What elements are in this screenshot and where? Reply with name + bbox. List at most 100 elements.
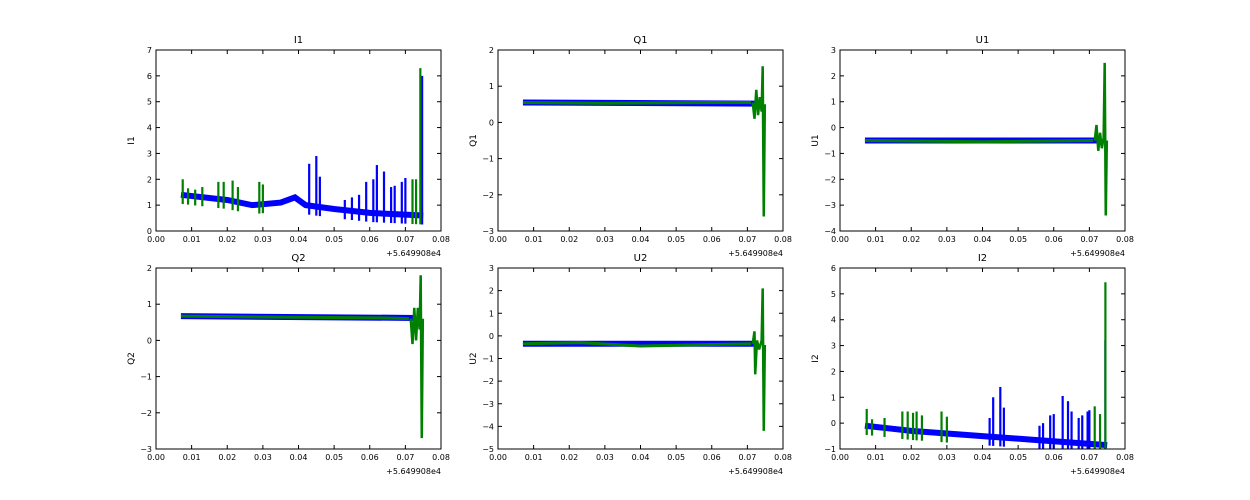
x-tick-label: 0.02 <box>218 235 236 244</box>
x-tick-label: 0.00 <box>489 235 507 244</box>
x-tick-label: 0.06 <box>361 453 379 462</box>
y-tick-label: 1 <box>489 82 494 91</box>
y-tick-label: 0 <box>147 336 152 345</box>
series-band <box>522 341 751 348</box>
plot-area <box>864 282 1108 449</box>
y-tick-label: 7 <box>147 46 152 55</box>
y-tick-label: 0 <box>831 124 836 133</box>
y-tick-label: −3 <box>824 201 836 210</box>
y-tick-label: 0 <box>831 419 836 428</box>
x-tick-label: 0.07 <box>396 453 414 462</box>
x-tick-label: 0.05 <box>325 453 343 462</box>
y-axis-label: Q1 <box>469 134 479 147</box>
y-tick-label: 2 <box>147 264 152 273</box>
y-tick-label: −1 <box>482 355 494 364</box>
y-tick-label: 0 <box>489 332 494 341</box>
y-tick-label: −2 <box>140 409 152 418</box>
y-tick-label: 5 <box>831 290 836 299</box>
x-tick-label: 0.01 <box>525 235 543 244</box>
subplot-title: U1 <box>976 35 990 46</box>
x-tick-label: 0.00 <box>147 453 165 462</box>
x-tick-label: 0.05 <box>1009 453 1027 462</box>
subplot-title: I2 <box>978 253 987 264</box>
x-tick-label: 0.08 <box>432 453 450 462</box>
series-green <box>180 275 425 439</box>
series-blue <box>180 75 424 225</box>
x-tick-label: 0.02 <box>902 235 920 244</box>
subplot-title: Q2 <box>291 253 305 264</box>
x-tick-label: 0.06 <box>703 235 721 244</box>
x-tick-label: 0.05 <box>1009 235 1027 244</box>
y-tick-label: 1 <box>489 309 494 318</box>
x-tick-label: 0.08 <box>774 453 792 462</box>
x-tick-label: 0.07 <box>738 235 756 244</box>
axes-frame <box>155 49 442 232</box>
x-tick-label: 0.04 <box>632 235 650 244</box>
x-tick-label: 0.04 <box>974 453 992 462</box>
x-offset-label: +5.649908e4 <box>728 249 783 258</box>
subplot-q2: 0.00 0.01 0.02 0.03 0.04 0.05 0.06 0.07 0.08 −3 −2… <box>127 253 450 476</box>
axes-frame <box>155 267 442 450</box>
x-tick-label: 0.07 <box>738 453 756 462</box>
series-green <box>181 68 422 225</box>
series-band <box>864 139 1093 144</box>
series-green <box>522 288 767 431</box>
x-tick-label: 0.00 <box>831 453 849 462</box>
x-tick-label: 0.02 <box>902 453 920 462</box>
subplot-i2: 0.00 0.01 0.02 0.03 0.04 0.05 0.06 0.07 0.08 −1 0 1… <box>811 253 1134 476</box>
y-tick-label: −4 <box>824 227 836 236</box>
x-offset-label: +5.649908e4 <box>1070 467 1125 476</box>
y-axis-label: U2 <box>469 352 479 364</box>
x-tick-label: 0.02 <box>218 453 236 462</box>
y-tick-label: −1 <box>140 373 152 382</box>
y-tick-label: −3 <box>140 445 152 454</box>
x-tick-label: 0.08 <box>1116 235 1134 244</box>
series-green <box>522 66 767 217</box>
series-blue <box>864 340 1108 449</box>
x-tick-label: 0.07 <box>1080 235 1098 244</box>
oscillation-line <box>1093 62 1109 216</box>
y-tick-label: −3 <box>482 400 494 409</box>
x-tick-label: 0.06 <box>1045 453 1063 462</box>
y-tick-label: 6 <box>147 72 152 81</box>
x-tick-label: 0.03 <box>938 235 956 244</box>
oscillation-line <box>751 66 767 217</box>
x-tick-label: 0.03 <box>254 235 272 244</box>
x-tick-label: 0.07 <box>396 235 414 244</box>
y-axis-label: I2 <box>811 354 821 362</box>
x-offset-label: +5.649908e4 <box>728 467 783 476</box>
y-tick-label: 1 <box>147 201 152 210</box>
y-tick-label: −2 <box>482 377 494 386</box>
y-tick-label: −1 <box>482 155 494 164</box>
y-tick-label: −4 <box>482 422 494 431</box>
x-tick-label: 0.06 <box>703 453 721 462</box>
axes-frame <box>497 49 784 232</box>
y-tick-label: 0 <box>147 227 152 236</box>
x-tick-label: 0.01 <box>183 453 201 462</box>
y-tick-label: 0 <box>489 118 494 127</box>
y-tick-label: −1 <box>824 445 836 454</box>
x-offset-label: +5.649908e4 <box>386 249 441 258</box>
x-tick-label: 0.03 <box>596 235 614 244</box>
x-tick-label: 0.04 <box>632 453 650 462</box>
y-tick-label: 3 <box>831 46 836 55</box>
subplot-title: I1 <box>294 35 303 46</box>
plot-area <box>180 68 424 225</box>
y-tick-label: 2 <box>489 287 494 296</box>
y-axis-label: Q2 <box>127 352 137 365</box>
oscillation-line <box>409 275 425 439</box>
subplot-title: U2 <box>634 253 648 264</box>
x-tick-label: 0.01 <box>867 453 885 462</box>
y-tick-label: 2 <box>147 175 152 184</box>
x-tick-label: 0.04 <box>290 235 308 244</box>
x-tick-label: 0.04 <box>974 235 992 244</box>
x-tick-label: 0.06 <box>1045 235 1063 244</box>
y-tick-label: 4 <box>147 124 152 133</box>
x-tick-label: 0.05 <box>667 453 685 462</box>
y-tick-label: 2 <box>831 72 836 81</box>
y-tick-label: 1 <box>147 300 152 309</box>
x-tick-label: 0.03 <box>596 453 614 462</box>
subplot-q1: 0.00 0.01 0.02 0.03 0.04 0.05 0.06 0.07 0.08 −3 −2… <box>469 35 792 258</box>
y-tick-label: 4 <box>831 316 836 325</box>
y-tick-label: −1 <box>824 149 836 158</box>
